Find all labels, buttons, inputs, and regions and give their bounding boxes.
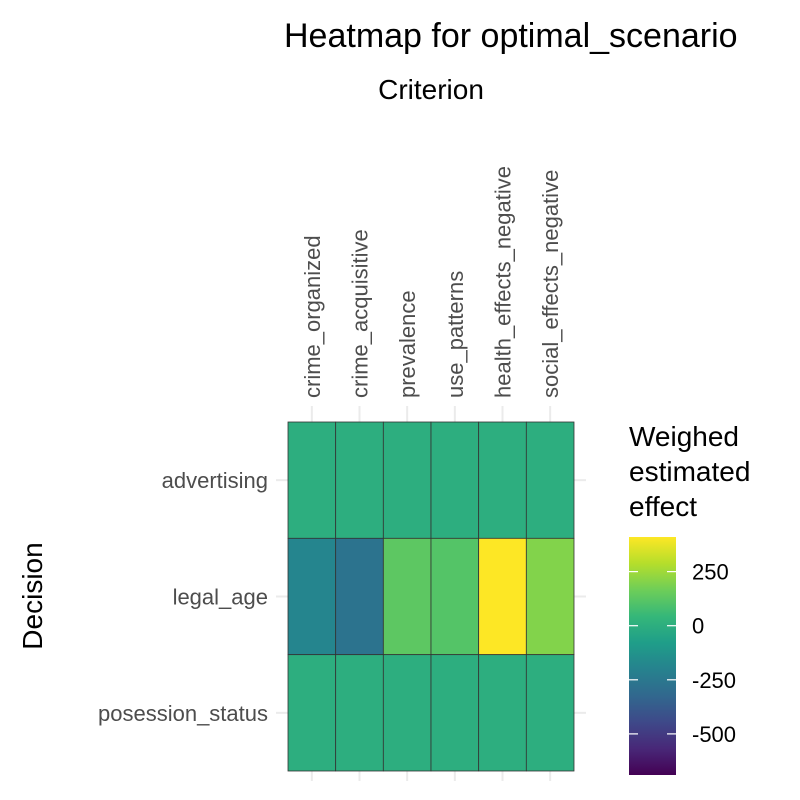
legend-title: Weighed estimated effect: [629, 421, 750, 522]
y-tick-labels: advertising legal_age posession_status: [98, 468, 268, 726]
heatmap-cell: [478, 537, 527, 656]
heatmap-cell: [335, 654, 384, 772]
heatmap-cell: [525, 654, 575, 772]
heatmap-cell: [287, 421, 337, 539]
heatmap-cell: [382, 654, 432, 772]
x-tick-label: prevalence: [395, 290, 420, 398]
y-tick-label: legal_age: [173, 585, 268, 610]
heatmap-cell: [525, 421, 575, 539]
heatmap-cell: [430, 654, 480, 772]
legend-tick-label: 0: [692, 614, 704, 639]
heatmap-cell: [335, 537, 384, 656]
heatmap-cell: [382, 421, 432, 539]
heatmap-cell: [335, 421, 384, 539]
x-tick-label: crime_organized: [300, 235, 325, 398]
heatmap-cell: [287, 654, 337, 772]
y-tick-label: advertising: [162, 468, 268, 493]
x-tick-labels: crime_organized crime_acquisitive prevalen…: [300, 166, 563, 398]
x-tick-label: use_patterns: [443, 271, 468, 398]
heatmap-cell: [430, 421, 480, 539]
heatmap-cell: [478, 654, 527, 772]
y-axis-title: Decision: [17, 542, 48, 649]
y-tick-label: posession_status: [98, 701, 268, 726]
x-axis-title: Criterion: [378, 74, 484, 105]
x-tick-label: health_effects_negative: [491, 166, 516, 398]
heatmap-cells: [287, 421, 575, 772]
legend-ticks: 250 0 -250 -500: [629, 560, 736, 747]
legend-title-line: estimated: [629, 456, 750, 487]
legend-title-line: effect: [629, 491, 697, 522]
legend-tick-label: 250: [692, 560, 729, 585]
x-tick-label: crime_acquisitive: [348, 229, 373, 398]
chart-title: Heatmap for optimal_scenario: [284, 17, 738, 55]
color-legend: Weighed estimated effect 250 0 -250 -500: [629, 421, 750, 775]
legend-tick-label: -250: [692, 668, 736, 693]
heatmap-cell: [430, 537, 480, 656]
x-tick-label: social_effects_negative: [538, 170, 563, 398]
legend-colorbar: [629, 537, 676, 775]
heatmap-cell: [382, 537, 432, 656]
heatmap-cell: [287, 537, 337, 656]
heatmap-cell: [478, 421, 527, 539]
legend-title-line: Weighed: [629, 421, 739, 452]
heatmap-cell: [525, 537, 575, 656]
legend-tick-label: -500: [692, 722, 736, 747]
